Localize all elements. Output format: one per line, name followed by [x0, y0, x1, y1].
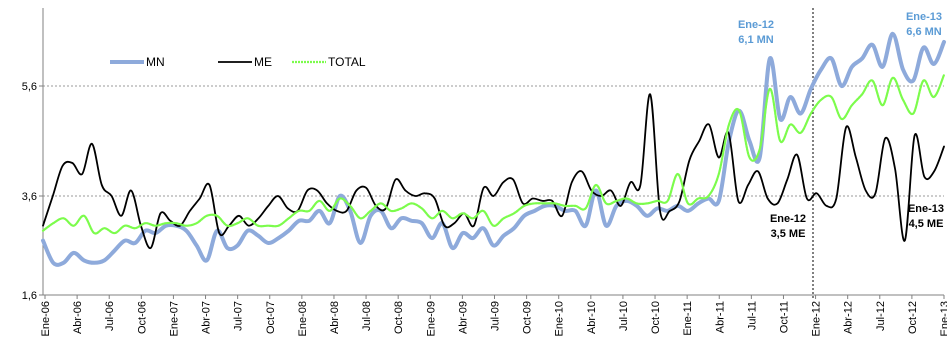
legend-label-me: ME [254, 55, 272, 69]
y-tick-label: 5,6 [22, 81, 37, 93]
series-line-total [41, 73, 946, 235]
legend-label-mn: MN [146, 55, 165, 69]
x-tick-label: Jul-12 [875, 301, 887, 331]
x-tick-label: Abr-12 [843, 301, 855, 334]
x-tick-label: Jul-10 [618, 301, 630, 331]
x-tick-label: Oct-10 [650, 301, 662, 334]
series-line-me [42, 93, 945, 249]
x-tick-label: Ene-06 [40, 301, 52, 336]
x-tick-label: Ene-07 [168, 301, 180, 336]
annotations: Ene-12 6,1 MN Ene-13 6,6 MN Ene-12 3,5 ME Ene-… [738, 11, 944, 240]
x-tick-label: Abr-11 [714, 301, 726, 333]
x-tick-label: Jul-09 [490, 301, 502, 331]
x-tick-label: Oct-08 [393, 301, 405, 334]
x-tick-label: Abr-09 [457, 301, 469, 334]
x-tick-label: Oct-11 [778, 301, 790, 333]
x-tick-label: Ene-12 [811, 301, 823, 336]
x-tick-label: Oct-07 [265, 301, 277, 334]
x-tick-label: Jul-07 [233, 301, 245, 331]
x-tick-label: Oct-09 [522, 301, 534, 334]
annotation-label: 4,5 ME [909, 218, 944, 230]
legend: MN ME TOTAL [110, 55, 366, 69]
x-tick-label: Abr-08 [329, 301, 341, 334]
axes [42, 8, 944, 300]
annotation-label: Ene-12 [770, 213, 806, 225]
annotation-label: Ene-13 [908, 203, 944, 215]
x-tick-label: Jul-11 [746, 301, 758, 330]
x-tick-label: Oct-12 [907, 301, 919, 334]
x-tick-label: Jul-08 [361, 301, 373, 331]
y-tick-labels: 1,6 3,6 5,6 [22, 81, 43, 302]
x-tick-label: Ene-13 [939, 301, 947, 336]
annotation-label: Ene-12 [738, 19, 774, 31]
x-tick-label: Abr-07 [201, 301, 213, 334]
annotation-label: 6,1 MN [738, 34, 774, 46]
legend-label-total: TOTAL [328, 55, 366, 69]
x-tick-label: Ene-10 [554, 301, 566, 336]
x-tick-label: Oct-06 [136, 301, 148, 334]
grid-lines [43, 85, 944, 197]
x-tick-label: Abr-06 [72, 301, 84, 334]
series-lines [41, 31, 946, 267]
x-tick-label: Jul-06 [104, 301, 116, 331]
y-tick-label: 3,6 [22, 191, 37, 203]
annotation-label: Ene-13 [906, 11, 942, 23]
annotation-label: 3,5 ME [771, 228, 806, 240]
y-tick-label: 1,6 [22, 290, 37, 302]
x-tick-label: Ene-09 [425, 301, 437, 336]
x-tick-label: Ene-11 [682, 301, 694, 336]
series-line-mn [41, 31, 946, 267]
x-tick-labels: Ene-06 Abr-06 Jul-06 Oct-06 Ene-07 Abr-07 Jul-… [40, 295, 947, 336]
x-tick-label: Ene-08 [297, 301, 309, 336]
annotation-label: 6,6 MN [906, 26, 942, 38]
x-tick-label: Abr-10 [586, 301, 598, 334]
